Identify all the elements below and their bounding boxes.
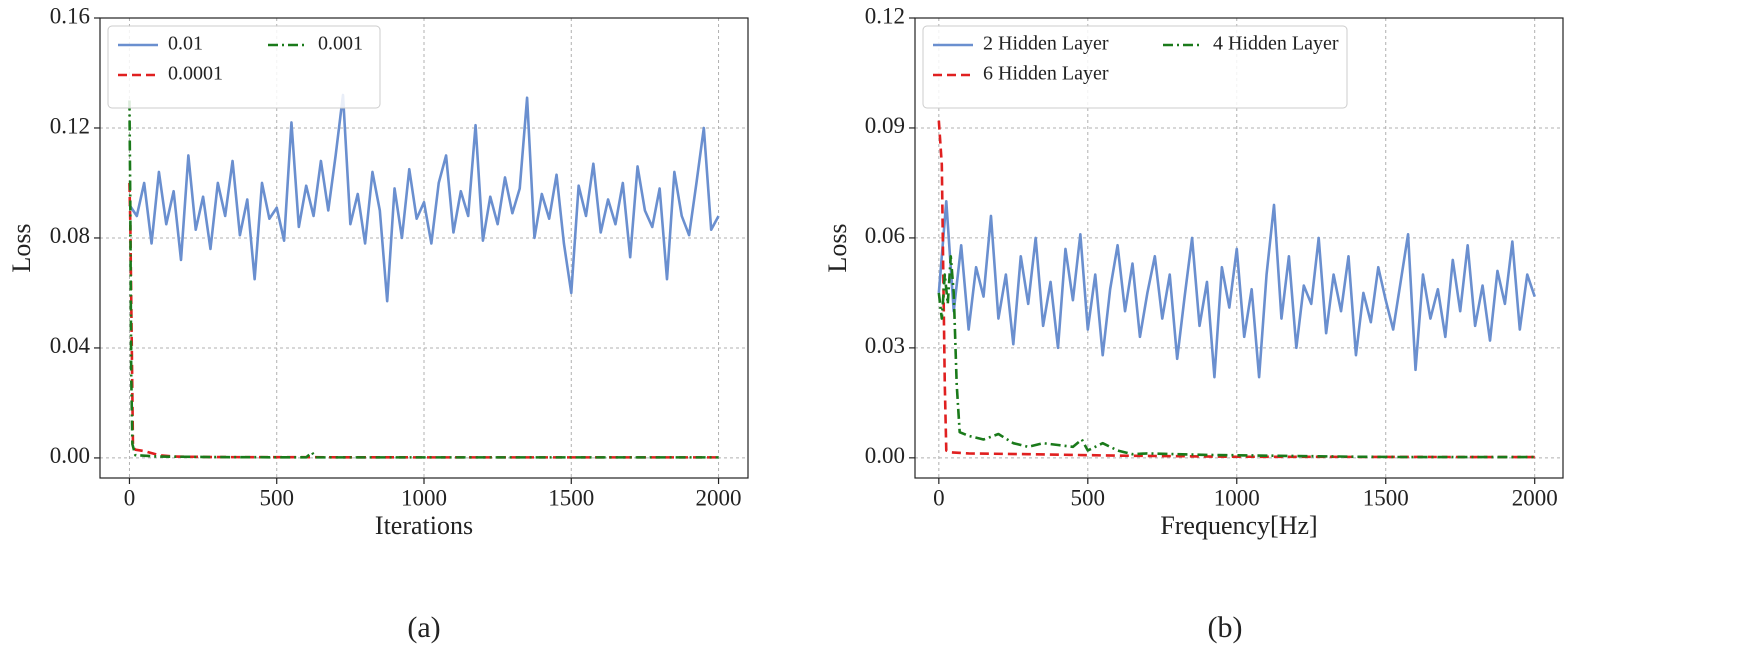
x-tick-label: 500	[259, 485, 294, 510]
x-tick-label: 2000	[696, 485, 742, 510]
x-tick-label: 2000	[1512, 485, 1558, 510]
legend-box	[107, 25, 381, 109]
y-tick-label: 0.00	[865, 443, 905, 468]
panel: 0 500 1000 1500 2000 0.00 0.04 0.08 0.12 0.16 0.01…	[7, 3, 749, 644]
x-axis-label: Iterations	[375, 511, 473, 540]
y-axis-label: Loss	[7, 223, 36, 272]
series-line	[937, 199, 1536, 379]
legend-box	[922, 25, 1348, 109]
y-tick-label: 0.12	[865, 3, 905, 28]
y-axis-label: Loss	[823, 223, 852, 272]
x-tick-label: 1500	[548, 485, 594, 510]
series-line	[128, 93, 720, 303]
y-tick-label: 0.04	[50, 333, 91, 358]
x-tick-label: 500	[1071, 485, 1106, 510]
x-tick-label: 1000	[401, 485, 447, 510]
series-line	[937, 120, 1535, 459]
y-tick-label: 0.08	[50, 223, 90, 248]
plot-frame	[99, 17, 749, 479]
x-axis-label: Frequency[Hz]	[1160, 511, 1317, 540]
x-tick-label: 1500	[1363, 485, 1409, 510]
x-tick-label: 0	[124, 485, 136, 510]
legend-label: 2 Hidden Layer	[983, 33, 1109, 55]
y-tick-label: 0.00	[50, 443, 90, 468]
legend-label: 0.0001	[168, 63, 223, 85]
y-tick-label: 0.06	[865, 223, 905, 248]
caption: (b)	[1208, 611, 1243, 644]
y-tick-label: 0.12	[50, 113, 90, 138]
series-line	[937, 254, 1535, 459]
x-tick-label: 1000	[1214, 485, 1260, 510]
legend-label: 4 Hidden Layer	[1213, 33, 1339, 55]
caption: (a)	[407, 611, 440, 644]
plot-frame	[914, 17, 1564, 479]
legend-label: 0.001	[318, 33, 363, 55]
x-tick-label: 0	[933, 485, 945, 510]
y-tick-label: 0.09	[865, 113, 905, 138]
y-tick-label: 0.16	[50, 3, 90, 28]
panel: 0 500 1000 1500 2000 0.00 0.03 0.06 0.09 0.12 2 Hi…	[823, 3, 1564, 644]
y-tick-label: 0.03	[865, 333, 905, 358]
series-line	[128, 100, 719, 459]
legend-label: 6 Hidden Layer	[983, 63, 1109, 85]
legend-label: 0.01	[168, 33, 203, 55]
